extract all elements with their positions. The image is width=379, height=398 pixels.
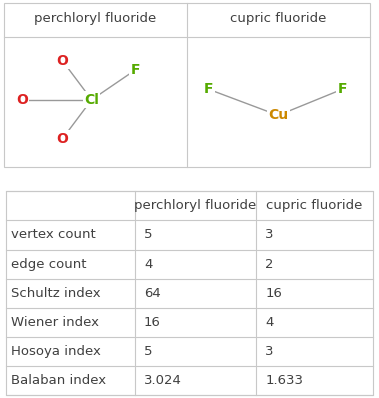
Text: Hosoya index: Hosoya index <box>11 345 101 358</box>
Text: edge count: edge count <box>11 258 87 271</box>
Text: O: O <box>56 132 68 146</box>
Text: O: O <box>16 93 28 107</box>
Text: 3: 3 <box>265 228 274 242</box>
Text: 3: 3 <box>265 345 274 358</box>
Text: vertex count: vertex count <box>11 228 96 242</box>
Text: F: F <box>337 82 347 96</box>
Text: 16: 16 <box>144 316 161 329</box>
Text: Schultz index: Schultz index <box>11 287 101 300</box>
Text: perchloryl fluoride: perchloryl fluoride <box>34 12 157 25</box>
Text: Balaban index: Balaban index <box>11 374 106 387</box>
Text: F: F <box>131 63 140 77</box>
Text: 64: 64 <box>144 287 161 300</box>
Text: Cu: Cu <box>268 108 288 122</box>
Text: Wiener index: Wiener index <box>11 316 99 329</box>
Text: 2: 2 <box>265 258 274 271</box>
Text: Cl: Cl <box>84 93 99 107</box>
Text: 3.024: 3.024 <box>144 374 182 387</box>
Text: 16: 16 <box>265 287 282 300</box>
Text: O: O <box>56 54 68 68</box>
Text: 5: 5 <box>144 228 152 242</box>
Text: cupric fluoride: cupric fluoride <box>230 12 326 25</box>
Text: 5: 5 <box>144 345 152 358</box>
Text: perchloryl fluoride: perchloryl fluoride <box>134 199 256 213</box>
Text: 4: 4 <box>144 258 152 271</box>
Text: F: F <box>204 82 213 96</box>
Text: 1.633: 1.633 <box>265 374 303 387</box>
Text: cupric fluoride: cupric fluoride <box>266 199 363 213</box>
Text: 4: 4 <box>265 316 274 329</box>
